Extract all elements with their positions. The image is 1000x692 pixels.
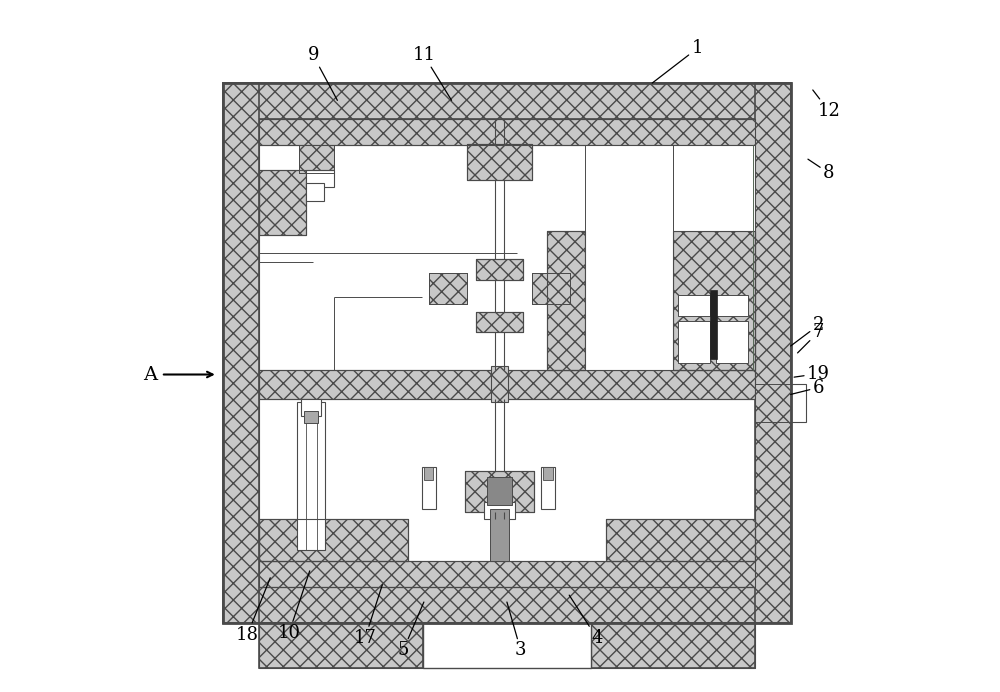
Bar <box>547 230 585 370</box>
Text: 6: 6 <box>791 379 824 397</box>
Bar <box>304 410 318 423</box>
Bar <box>491 366 508 402</box>
Bar <box>259 370 755 399</box>
Text: 4: 4 <box>569 595 603 647</box>
Bar <box>673 230 755 370</box>
Bar <box>259 519 408 561</box>
Bar <box>465 471 534 512</box>
Bar <box>259 119 755 145</box>
Bar <box>301 399 321 416</box>
Text: 2: 2 <box>791 316 824 346</box>
Bar <box>791 384 806 422</box>
Bar <box>299 145 334 173</box>
Bar <box>306 183 324 201</box>
Bar <box>755 83 791 623</box>
Bar <box>422 467 436 509</box>
Bar <box>467 144 532 180</box>
Bar <box>591 623 755 668</box>
Text: 8: 8 <box>808 159 834 182</box>
Bar <box>306 170 334 187</box>
Bar <box>484 502 515 519</box>
Bar <box>543 467 553 480</box>
Bar <box>467 144 532 180</box>
Bar <box>297 402 325 550</box>
Bar <box>532 273 570 304</box>
Bar <box>259 623 423 668</box>
Bar <box>259 623 423 668</box>
Text: A: A <box>143 365 158 383</box>
Text: 7: 7 <box>798 323 824 353</box>
Bar <box>755 384 791 422</box>
Bar <box>541 467 555 509</box>
Bar <box>606 519 755 561</box>
Bar <box>465 471 534 512</box>
Bar <box>223 83 259 623</box>
Bar <box>476 259 523 280</box>
Bar <box>532 273 570 304</box>
Bar <box>547 230 585 370</box>
Text: 9: 9 <box>307 46 337 100</box>
Text: 19: 19 <box>794 365 830 383</box>
Text: 18: 18 <box>236 578 270 644</box>
Bar <box>476 259 523 280</box>
Text: 5: 5 <box>397 602 424 659</box>
Bar <box>585 145 673 370</box>
Bar <box>223 83 791 119</box>
Text: 3: 3 <box>507 602 527 659</box>
Text: 12: 12 <box>813 90 840 120</box>
Bar <box>424 467 433 480</box>
Bar <box>429 273 467 304</box>
Bar <box>259 170 306 235</box>
Bar <box>678 321 710 363</box>
Bar <box>423 623 591 668</box>
Bar <box>429 273 467 304</box>
Bar <box>259 170 306 235</box>
Bar <box>591 623 755 668</box>
Bar <box>487 477 512 505</box>
Bar <box>710 290 717 359</box>
Bar <box>223 587 791 623</box>
Text: 17: 17 <box>354 585 382 647</box>
Bar <box>678 295 710 316</box>
Text: 10: 10 <box>277 571 310 642</box>
Text: 11: 11 <box>412 46 452 100</box>
Bar <box>716 295 748 316</box>
Bar <box>490 509 509 561</box>
Bar <box>606 519 755 561</box>
Bar <box>716 321 748 363</box>
Bar <box>476 312 523 331</box>
Bar <box>476 312 523 331</box>
Bar <box>673 145 755 230</box>
Bar <box>299 145 334 173</box>
Text: 1: 1 <box>652 39 703 83</box>
Bar <box>223 83 791 623</box>
Bar <box>259 519 408 561</box>
Bar <box>259 561 755 587</box>
Bar <box>673 230 755 370</box>
